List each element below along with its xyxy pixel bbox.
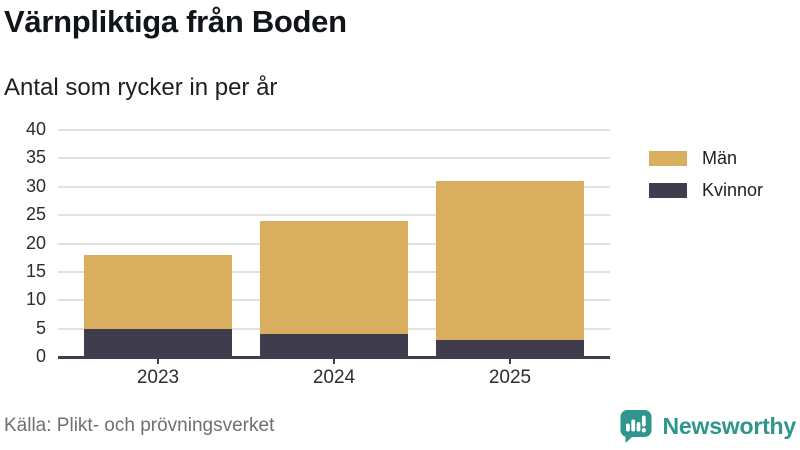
bar-segment-kvinnor: [260, 334, 408, 357]
chart-title: Värnpliktiga från Boden: [4, 4, 347, 39]
y-axis-label: 25: [25, 204, 46, 225]
x-axis-label: 2025: [488, 367, 532, 388]
gridline: [58, 129, 610, 131]
x-axis-tick: [509, 357, 511, 364]
chart-legend: Män Kvinnor: [649, 148, 763, 212]
gridline: [58, 214, 610, 217]
footer: Källa: Plikt- och prövningsverket Newswo…: [4, 406, 796, 446]
bar-segment-man: [260, 220, 408, 335]
bar-segment-kvinnor: [436, 339, 584, 357]
x-axis-label: 2024: [312, 367, 356, 388]
x-axis-label: 2023: [136, 367, 180, 388]
x-axis-tick: [333, 357, 335, 364]
newsworthy-wordmark: Newsworthy: [662, 412, 797, 439]
y-axis-label: 5: [35, 317, 46, 338]
legend-swatch: [649, 151, 687, 166]
bar-segment-man: [84, 254, 232, 329]
legend-label: Män: [702, 148, 738, 168]
legend-item: Män: [649, 148, 763, 169]
legend-label: Kvinnor: [702, 180, 764, 200]
y-axis-label: 15: [25, 260, 46, 281]
y-axis-label: 0: [35, 346, 46, 366]
y-axis-label: 10: [25, 289, 46, 310]
y-axis-label: 35: [25, 147, 46, 168]
chart-subtitle: Antal som rycker in per år: [4, 74, 278, 101]
x-axis-line: [58, 356, 610, 359]
newsworthy-bubble-chart-icon: [620, 410, 652, 443]
legend-swatch: [649, 183, 687, 198]
x-axis-tick: [157, 357, 159, 364]
y-axis-label: 40: [25, 119, 46, 139]
legend-item: Kvinnor: [649, 180, 763, 201]
newsworthy-logo[interactable]: Newsworthy: [618, 408, 796, 444]
source-note: Källa: Plikt- och prövningsverket: [4, 415, 275, 436]
bar-segment-man: [436, 181, 584, 340]
y-axis-label: 20: [25, 232, 46, 253]
gridline: [58, 185, 610, 188]
y-axis-label: 30: [25, 175, 46, 196]
gridline: [58, 157, 610, 160]
bar-segment-kvinnor: [84, 328, 232, 357]
